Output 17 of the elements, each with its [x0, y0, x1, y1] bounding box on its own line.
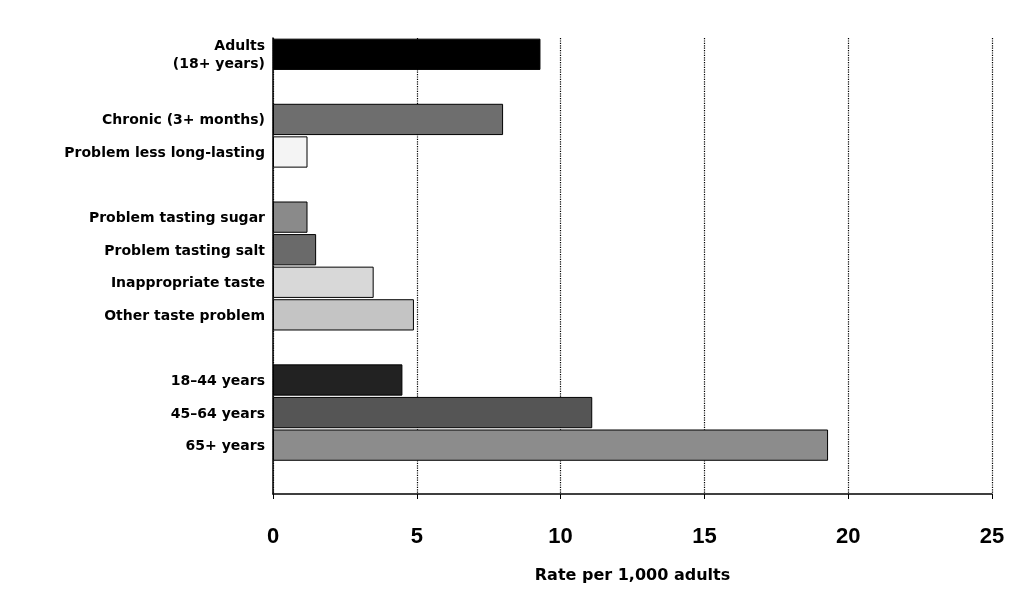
x-tick-label: 20 — [835, 522, 861, 548]
x-tick-label: 25 — [979, 522, 1005, 548]
y-tick-label: Problem tasting salt — [104, 241, 266, 258]
x-tick-label: 5 — [410, 522, 423, 548]
y-tick-label: Chronic (3+ months) — [101, 111, 265, 128]
y-tick-label: 18–44 years — [170, 372, 265, 388]
y-tick-label: Problem less long-lasting — [64, 144, 265, 160]
y-tick-label: Adults (18+ years) — [172, 37, 265, 72]
y-tick-label: Problem tasting sugar — [88, 209, 266, 226]
x-axis-title: Rate per 1,000 adults — [534, 564, 731, 584]
x-tick-label: 15 — [692, 522, 717, 548]
y-tick-label: 65+ years — [185, 437, 265, 454]
x-tick-label: 0 — [266, 522, 280, 548]
x-tick-label: 10 — [548, 522, 573, 548]
y-tick-label: Other taste problem — [104, 306, 265, 323]
y-tick-label: 45–64 years — [170, 404, 265, 421]
y-tick-label: Inappropriate taste — [110, 274, 265, 291]
